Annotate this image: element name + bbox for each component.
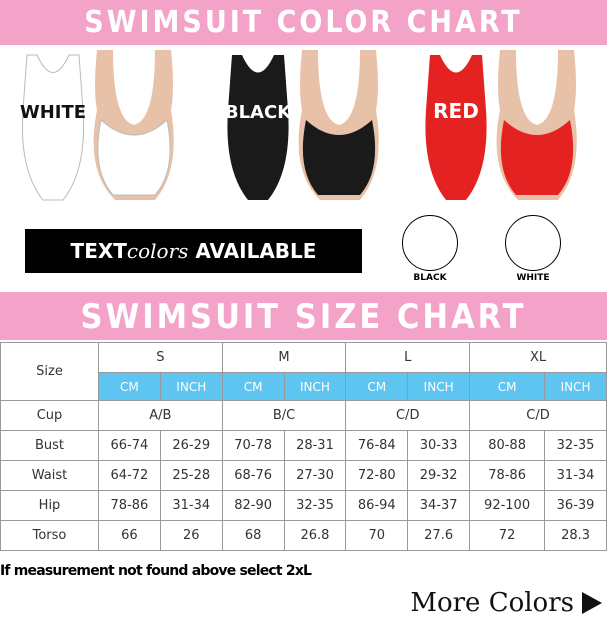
- unit-header: INCH: [544, 372, 607, 401]
- swimsuit-label: WHITE: [20, 102, 86, 123]
- more-colors-link[interactable]: More Colors: [410, 588, 602, 618]
- cup-value: C/D: [345, 400, 471, 431]
- swimsuit-illustration: WHITE: [20, 50, 174, 201]
- cell: 72: [469, 520, 546, 551]
- swimsuit-white: WHITE: [5, 50, 195, 214]
- cell: 26: [159, 520, 223, 551]
- unit-header: CM: [221, 372, 285, 401]
- cell: 78-86: [469, 460, 546, 491]
- cell: 70: [345, 520, 409, 551]
- size-s: S: [98, 342, 223, 373]
- cell: 31-34: [159, 490, 223, 521]
- size-xl: XL: [469, 342, 607, 373]
- cell: 29-32: [407, 460, 471, 491]
- cell: 26-29: [159, 430, 223, 461]
- swimsuit-red: RED: [408, 50, 598, 214]
- size-chart-title: SWIMSUIT SIZE CHART: [0, 292, 607, 340]
- unit-header: CM: [345, 372, 409, 401]
- cell: 78-86: [98, 490, 161, 521]
- cell: 66: [98, 520, 161, 551]
- more-colors-label: More Colors: [410, 588, 574, 618]
- table-row: Bust 66-74 26-29 70-78 28-31 76-84 30-33 80-88 3…: [0, 430, 607, 461]
- table-row: Waist 64-72 25-28 68-76 27-30 72-80 29-32 78-86…: [0, 460, 607, 491]
- cell: 32-35: [544, 430, 607, 461]
- unit-header: INCH: [407, 372, 471, 401]
- cell: 66-74: [98, 430, 161, 461]
- cell: 34-37: [407, 490, 471, 521]
- text-script: colors: [126, 239, 189, 263]
- swatch-label: WHITE: [516, 273, 550, 283]
- cup-value: C/D: [469, 400, 607, 431]
- text-suffix: AVAILABLE: [195, 239, 317, 263]
- color-chart-title: SWIMSUIT COLOR CHART: [0, 0, 607, 45]
- table-row: Hip 78-86 31-34 82-90 32-35 86-94 34-37 92-100 3…: [0, 490, 607, 521]
- cell: 36-39: [544, 490, 607, 521]
- row-label: Cup: [0, 400, 99, 431]
- table-row: Torso 66 26 68 26.8 70 27.6 72 28.3: [0, 520, 607, 551]
- play-arrow-icon: [582, 592, 602, 614]
- text-colors-banner: TEXTcolors AVAILABLE: [25, 229, 362, 273]
- cell: 72-80: [345, 460, 409, 491]
- cell: 25-28: [159, 460, 223, 491]
- unit-header: CM: [98, 372, 161, 401]
- size-m: M: [221, 342, 347, 373]
- row-label: Bust: [0, 430, 99, 461]
- row-label: Torso: [0, 520, 99, 551]
- row-label: Hip: [0, 490, 99, 521]
- swimsuit-black: BLACK: [210, 50, 400, 214]
- swimsuit-label: BLACK: [225, 102, 292, 123]
- cell: 76-84: [345, 430, 409, 461]
- swatch-white: [505, 215, 561, 271]
- swatch-black: [402, 215, 458, 271]
- cell: 27-30: [283, 460, 347, 491]
- unit-header: INCH: [159, 372, 223, 401]
- cell: 27.6: [407, 520, 471, 551]
- cup-value: B/C: [221, 400, 347, 431]
- cell: 64-72: [98, 460, 161, 491]
- swimsuit-illustration: BLACK: [225, 50, 379, 200]
- cell: 28.3: [544, 520, 607, 551]
- unit-header: CM: [469, 372, 546, 401]
- size-note: If measurement not found above select 2x…: [0, 563, 312, 579]
- cell: 32-35: [283, 490, 347, 521]
- swimsuit-label: RED: [433, 99, 479, 123]
- row-label: Waist: [0, 460, 99, 491]
- size-l: L: [345, 342, 471, 373]
- cell: 86-94: [345, 490, 409, 521]
- cell: 26.8: [283, 520, 347, 551]
- cell: 82-90: [221, 490, 285, 521]
- cell: 92-100: [469, 490, 546, 521]
- size-header: Size: [0, 342, 99, 401]
- swatch-label: BLACK: [413, 273, 447, 283]
- cell: 80-88: [469, 430, 546, 461]
- cup-value: A/B: [98, 400, 223, 431]
- cell: 31-34: [544, 460, 607, 491]
- unit-header: INCH: [283, 372, 347, 401]
- cell: 68: [221, 520, 285, 551]
- cell: 70-78: [221, 430, 285, 461]
- swimsuit-illustration: RED: [425, 50, 577, 200]
- text-prefix: TEXT: [70, 239, 127, 263]
- size-chart-table: Size S M L XL CM INCH CM INCH CM INCH CM INCH Cup A/B B…: [0, 342, 607, 551]
- cell: 68-76: [221, 460, 285, 491]
- cell: 30-33: [407, 430, 471, 461]
- cell: 28-31: [283, 430, 347, 461]
